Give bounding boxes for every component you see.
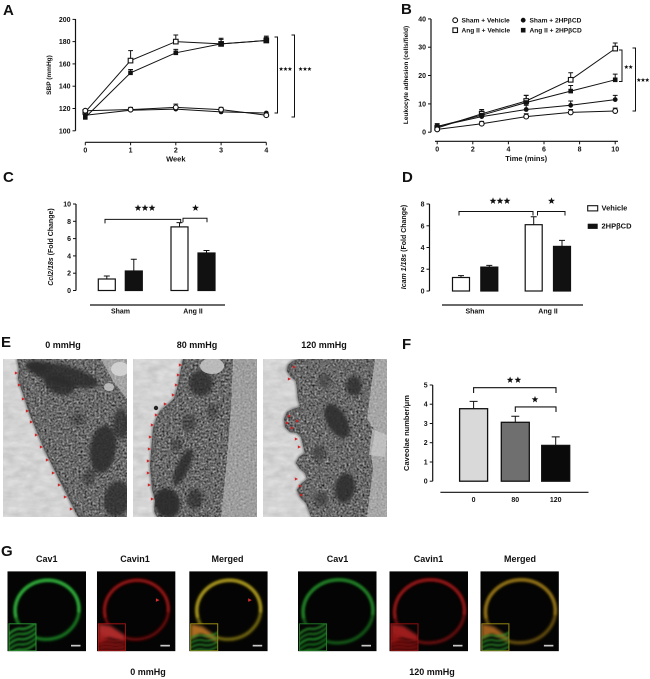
svg-text:120: 120 xyxy=(550,497,562,504)
svg-text:4: 4 xyxy=(67,253,71,260)
svg-text:3: 3 xyxy=(424,421,428,428)
svg-text:200: 200 xyxy=(59,17,71,24)
svg-text:30: 30 xyxy=(418,45,426,52)
svg-text:3: 3 xyxy=(219,148,223,155)
svg-text:2HPβCD: 2HPβCD xyxy=(602,222,633,231)
svg-text:4: 4 xyxy=(264,148,268,155)
svg-text:1: 1 xyxy=(129,148,133,155)
svg-text:80 mmHg: 80 mmHg xyxy=(177,340,218,350)
svg-text:0: 0 xyxy=(422,130,426,137)
svg-text:E: E xyxy=(1,334,11,351)
svg-text:2: 2 xyxy=(424,440,428,447)
svg-text:2: 2 xyxy=(174,148,178,155)
svg-text:C: C xyxy=(3,169,14,186)
svg-text:100: 100 xyxy=(59,128,71,135)
svg-text:8: 8 xyxy=(578,147,582,154)
svg-text:120: 120 xyxy=(59,106,71,113)
svg-text:120 mmHg: 120 mmHg xyxy=(409,667,455,677)
svg-text:Sham: Sham xyxy=(111,309,130,316)
svg-text:2: 2 xyxy=(421,267,425,274)
svg-text:6: 6 xyxy=(421,223,425,230)
svg-text:0 mmHg: 0 mmHg xyxy=(130,667,166,677)
svg-text:0.5 μm: 0.5 μm xyxy=(268,508,286,514)
svg-text:Time (mins): Time (mins) xyxy=(505,154,547,163)
svg-text:F: F xyxy=(402,336,411,353)
svg-text:0: 0 xyxy=(83,148,87,155)
svg-text:2: 2 xyxy=(471,147,475,154)
svg-text:Sham: Sham xyxy=(465,309,484,316)
svg-text:Merged: Merged xyxy=(211,554,243,564)
svg-text:Caveolae number/μm: Caveolae number/μm xyxy=(402,395,411,471)
svg-text:4: 4 xyxy=(506,147,510,154)
svg-text:Cav1: Cav1 xyxy=(327,554,349,564)
svg-text:10: 10 xyxy=(611,147,619,154)
svg-text:A: A xyxy=(3,2,14,19)
svg-text:0 mmHg: 0 mmHg xyxy=(45,340,81,350)
svg-text:SBP (mmHg): SBP (mmHg) xyxy=(46,55,53,95)
svg-text:180: 180 xyxy=(59,39,71,46)
svg-text:0: 0 xyxy=(421,289,425,296)
svg-text:10: 10 xyxy=(63,202,71,209)
svg-text:Ccl2/18s (Fold Change): Ccl2/18s (Fold Change) xyxy=(48,208,55,285)
svg-text:Ang II + Vehicle: Ang II + Vehicle xyxy=(462,28,511,35)
svg-text:Ang II: Ang II xyxy=(538,309,557,316)
svg-text:0.5 μm: 0.5 μm xyxy=(8,508,26,514)
svg-text:Leukocyte adhesion (cells/fiel: Leukocyte adhesion (cells/field) xyxy=(403,26,410,124)
svg-text:Cav1: Cav1 xyxy=(36,554,58,564)
svg-text:G: G xyxy=(1,543,13,560)
svg-text:8: 8 xyxy=(67,219,71,226)
svg-text:20: 20 xyxy=(418,73,426,80)
svg-text:Sham + 2HPβCD: Sham + 2HPβCD xyxy=(530,18,582,25)
svg-text:1: 1 xyxy=(424,459,428,466)
svg-text:160: 160 xyxy=(59,61,71,68)
svg-text:4: 4 xyxy=(421,245,425,252)
svg-text:Cavin1: Cavin1 xyxy=(120,554,150,564)
svg-text:Ang II + 2HPβCD: Ang II + 2HPβCD xyxy=(530,28,582,35)
svg-text:Week: Week xyxy=(166,155,186,164)
svg-text:Vehicle: Vehicle xyxy=(602,204,628,213)
svg-text:0.5 μm: 0.5 μm xyxy=(138,508,156,514)
svg-text:5: 5 xyxy=(424,383,428,390)
svg-text:140: 140 xyxy=(59,84,71,91)
svg-text:10: 10 xyxy=(418,101,426,108)
svg-text:120 mmHg: 120 mmHg xyxy=(301,340,347,350)
svg-text:40: 40 xyxy=(418,16,426,23)
svg-text:Merged: Merged xyxy=(504,554,536,564)
svg-text:0: 0 xyxy=(435,147,439,154)
svg-text:D: D xyxy=(402,169,413,186)
svg-text:2: 2 xyxy=(67,271,71,278)
svg-text:Icam 1/18s (Fold Change): Icam 1/18s (Fold Change) xyxy=(401,205,408,289)
svg-text:4: 4 xyxy=(424,402,428,409)
svg-text:8: 8 xyxy=(421,202,425,209)
svg-text:6: 6 xyxy=(542,147,546,154)
svg-text:6: 6 xyxy=(67,236,71,243)
svg-text:0: 0 xyxy=(424,479,428,486)
svg-text:B: B xyxy=(401,1,412,18)
svg-text:Cavin1: Cavin1 xyxy=(414,554,444,564)
svg-text:Sham + Vehicle: Sham + Vehicle xyxy=(462,18,511,25)
svg-text:Ang II: Ang II xyxy=(183,309,202,316)
svg-text:0: 0 xyxy=(67,288,71,295)
svg-text:80: 80 xyxy=(511,497,519,504)
svg-text:0: 0 xyxy=(472,497,476,504)
